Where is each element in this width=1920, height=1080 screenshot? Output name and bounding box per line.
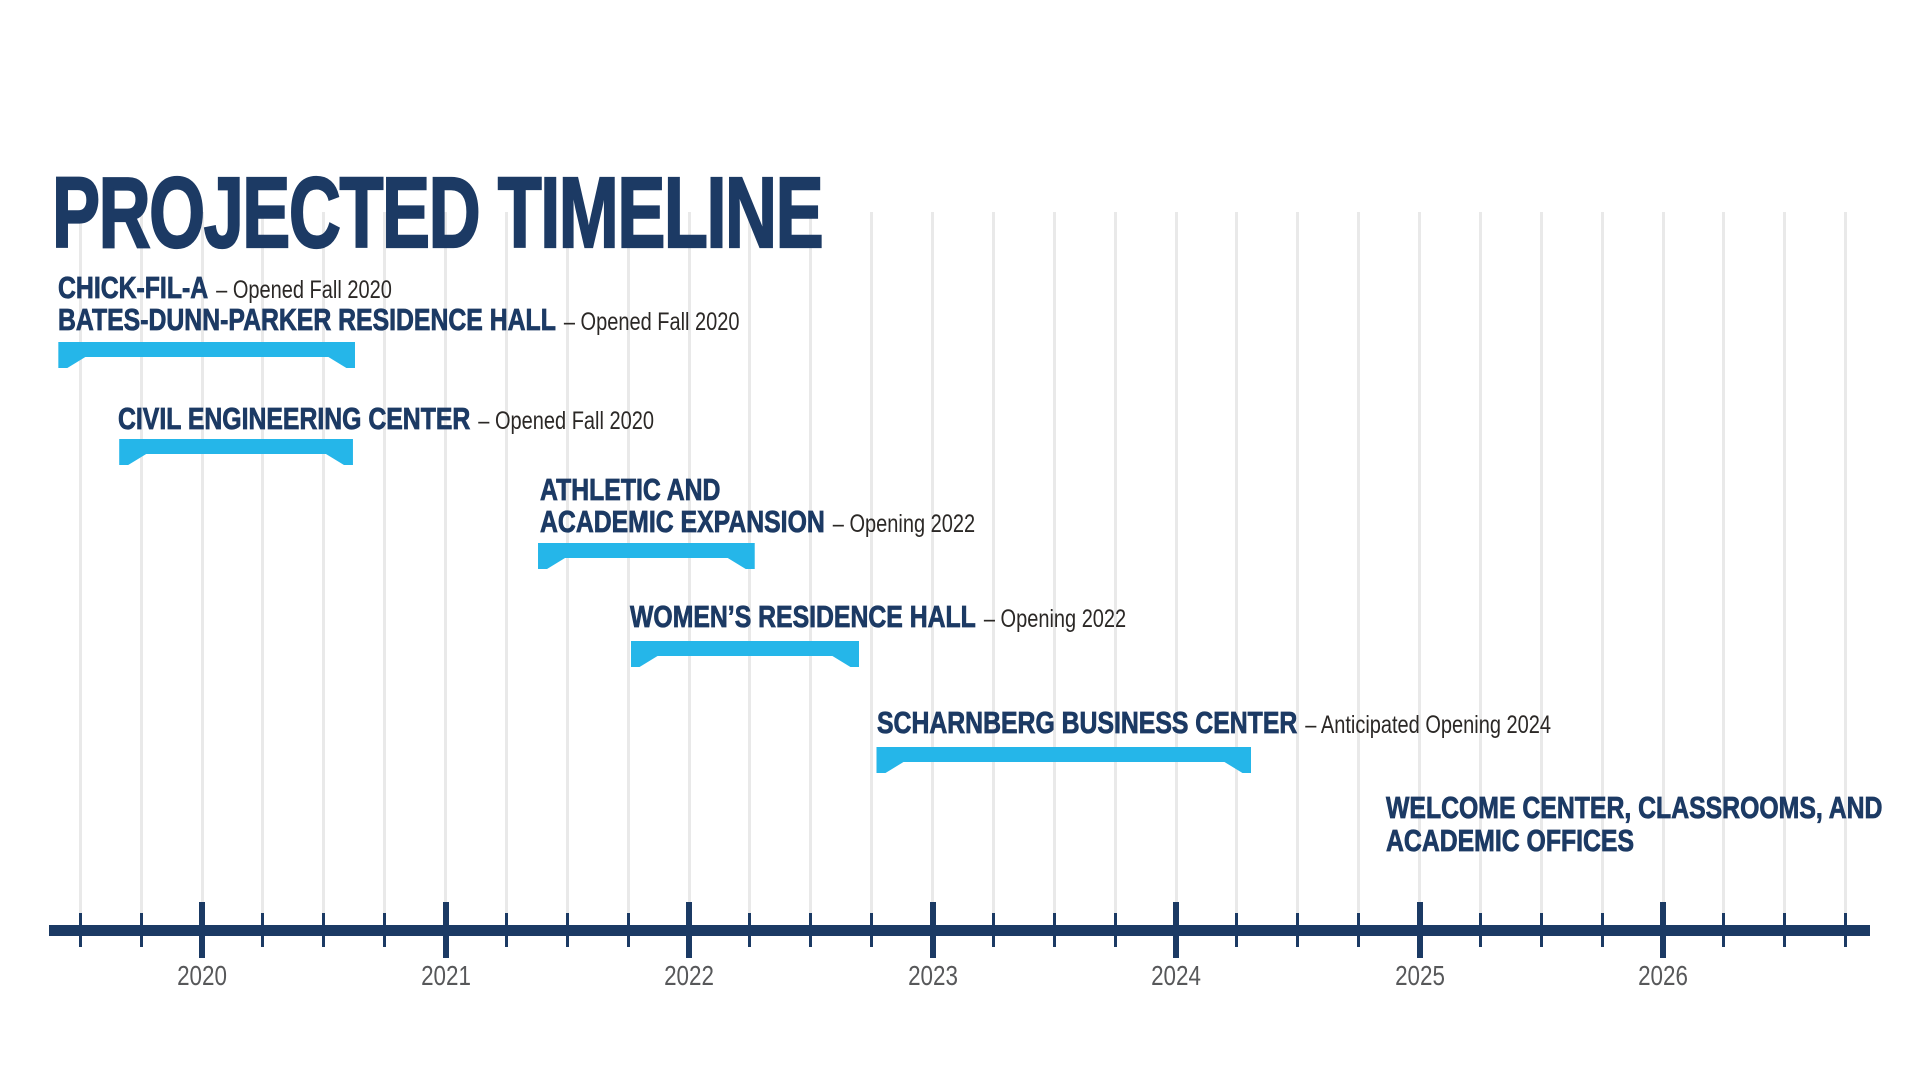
axis-tick-major: [1173, 902, 1179, 958]
timeline-entry-label: ACADEMIC EXPANSION – Opening 2022: [540, 506, 975, 543]
axis-tick-major: [442, 902, 449, 958]
axis-tick-minor: [78, 913, 82, 947]
entry-name: CHICK-FIL-A: [58, 270, 209, 305]
entry-name: WOMEN’S RESIDENCE HALL: [630, 599, 976, 634]
gridline: [1113, 212, 1117, 931]
gridline: [1661, 212, 1665, 931]
timeline-entry-label: ACADEMIC OFFICES: [1386, 823, 1635, 862]
entry-name: BATES-DUNN-PARKER RESIDENCE HALL: [58, 302, 556, 337]
gridline: [1722, 212, 1726, 931]
entry-note: – Opened Fall 2020: [216, 276, 392, 304]
entry-note: – Opening 2022: [832, 510, 976, 538]
axis-tick-minor: [1357, 913, 1361, 947]
axis-tick-major: [929, 902, 936, 958]
axis-tick-major: [1416, 902, 1423, 958]
entry-note: – Anticipated Opening 2024: [1305, 711, 1552, 739]
gridline: [1357, 212, 1361, 931]
gridline: [1052, 212, 1056, 931]
timeline-entry-label: SCHARNBERG BUSINESS CENTER – Anticipated …: [877, 707, 1551, 744]
axis-tick-minor: [383, 913, 387, 947]
gridline: [383, 212, 387, 931]
entry-name: SCHARNBERG BUSINESS CENTER: [877, 705, 1298, 740]
entry-duration-bracket: [58, 342, 355, 368]
timeline-entry-label: CIVIL ENGINEERING CENTER – Opened Fall 20…: [118, 403, 654, 440]
axis-tick-minor: [1478, 913, 1482, 947]
axis-tick-minor: [748, 913, 752, 947]
axis-tick-minor: [1783, 913, 1787, 947]
axis-tick-minor: [1600, 913, 1604, 947]
entry-duration-bracket: [631, 641, 860, 667]
entry-name: WELCOME CENTER, CLASSROOMS, AND: [1386, 790, 1883, 825]
axis-year-label: 2022: [664, 960, 714, 991]
gridline: [504, 212, 508, 931]
axis-tick-minor: [1296, 913, 1300, 947]
gridline: [870, 212, 874, 931]
timeline-entry-label: BATES-DUNN-PARKER RESIDENCE HALL – Opened…: [58, 304, 740, 341]
gridline: [1783, 212, 1787, 931]
axis-tick-minor: [991, 913, 995, 947]
gridline: [78, 212, 82, 931]
axis-tick-minor: [1539, 913, 1543, 947]
axis-tick-major: [199, 902, 205, 958]
entry-note: – Opened Fall 2020: [478, 407, 654, 435]
gridline: [687, 212, 691, 931]
gridline: [200, 212, 204, 931]
axis-year-label: 2023: [907, 960, 958, 991]
timeline-entry-label: CHICK-FIL-A – Opened Fall 2020: [58, 272, 392, 309]
axis-tick-minor: [504, 913, 508, 947]
axis-tick-major: [1660, 902, 1666, 958]
entry-name: CIVIL ENGINEERING CENTER: [118, 401, 471, 436]
gridline: [931, 212, 934, 931]
entry-note: – Opened Fall 2020: [563, 308, 740, 336]
gridline: [1539, 212, 1543, 931]
axis-year-label: 2020: [177, 960, 227, 991]
gridline: [626, 212, 630, 931]
axis-year-label: 2026: [1638, 960, 1688, 991]
entry-name: ACADEMIC OFFICES: [1386, 823, 1635, 858]
gridline: [748, 212, 752, 931]
axis-tick-minor: [809, 913, 813, 947]
gridline: [261, 212, 265, 931]
gridline: [139, 212, 143, 931]
axis-tick-minor: [870, 913, 874, 947]
gridline: [322, 212, 326, 931]
gridline: [1600, 212, 1604, 931]
entry-duration-bracket: [119, 439, 353, 465]
gridline: [809, 212, 813, 931]
gridline: [1174, 212, 1178, 931]
timeline-entry-label: WELCOME CENTER, CLASSROOMS, AND: [1386, 790, 1883, 829]
axis-tick-minor: [1844, 913, 1848, 947]
gridline: [1235, 212, 1239, 931]
timeline-entry-label: WOMEN’S RESIDENCE HALL – Opening 2022: [630, 599, 1127, 638]
axis-tick-minor: [1113, 913, 1117, 947]
page-title: PROJECTED TIMELINE: [51, 157, 824, 269]
gridline: [444, 212, 447, 931]
gridline: [1296, 212, 1300, 931]
axis-tick-minor: [322, 913, 326, 947]
axis-tick-minor: [1052, 913, 1056, 947]
axis-tick-minor: [1235, 913, 1239, 947]
axis-tick-minor: [626, 913, 630, 947]
axis-year-label: 2025: [1394, 960, 1445, 991]
axis-tick-minor: [565, 913, 569, 947]
timeline-entry-label: ATHLETIC AND: [540, 472, 721, 511]
gridline: [1844, 212, 1848, 931]
axis-bar: [49, 925, 1870, 936]
entry-name: ATHLETIC AND: [540, 472, 721, 507]
gridline: [565, 212, 569, 931]
entry-name: ACADEMIC EXPANSION: [540, 504, 825, 539]
axis-tick-minor: [261, 913, 265, 947]
axis-year-label: 2021: [420, 960, 471, 991]
axis-tick-minor: [1722, 913, 1726, 947]
axis-year-label: 2024: [1151, 960, 1201, 991]
entry-note: – Opening 2022: [983, 605, 1127, 633]
axis-tick-minor: [139, 913, 143, 947]
entry-duration-bracket: [538, 543, 755, 569]
axis-tick-major: [686, 902, 692, 958]
gridline: [991, 212, 995, 931]
gridline: [1478, 212, 1482, 931]
gridline: [1418, 212, 1421, 931]
